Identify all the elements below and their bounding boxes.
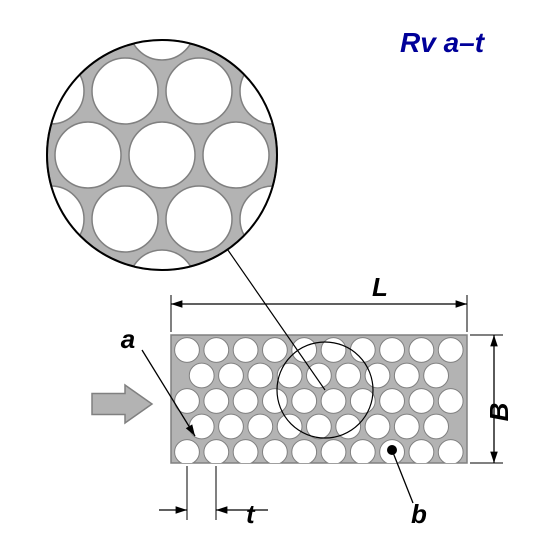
hole-enlarged bbox=[55, 250, 121, 316]
hole bbox=[321, 338, 346, 363]
hole-enlarged bbox=[240, 58, 306, 124]
hole bbox=[204, 389, 229, 414]
hole bbox=[424, 363, 449, 388]
hole-enlarged bbox=[129, 0, 195, 60]
hole-enlarged bbox=[166, 186, 232, 252]
hole bbox=[307, 363, 332, 388]
hole bbox=[248, 414, 273, 439]
magnifier bbox=[18, 0, 306, 316]
hole bbox=[189, 414, 214, 439]
hole-enlarged bbox=[240, 186, 306, 252]
hole bbox=[248, 363, 273, 388]
hole bbox=[204, 338, 229, 363]
hole bbox=[219, 363, 244, 388]
hole bbox=[409, 338, 434, 363]
hole bbox=[263, 389, 288, 414]
hole bbox=[233, 338, 258, 363]
diagram-canvas: L Bt a b bbox=[0, 0, 550, 550]
hole-enlarged bbox=[55, 122, 121, 188]
hole bbox=[409, 389, 434, 414]
hole bbox=[336, 363, 361, 388]
dim-label: t bbox=[246, 499, 256, 529]
dim-label: a bbox=[121, 324, 135, 354]
hole-enlarged bbox=[18, 58, 84, 124]
hole-enlarged bbox=[129, 122, 195, 188]
hole bbox=[204, 440, 229, 465]
hole bbox=[409, 440, 434, 465]
hole bbox=[321, 389, 346, 414]
hole bbox=[175, 440, 200, 465]
hole-enlarged bbox=[129, 250, 195, 316]
hole bbox=[394, 363, 419, 388]
hole bbox=[292, 440, 317, 465]
hole bbox=[292, 338, 317, 363]
hole bbox=[233, 440, 258, 465]
hole bbox=[321, 440, 346, 465]
hole bbox=[277, 363, 302, 388]
hole bbox=[380, 389, 405, 414]
perforated-sheet bbox=[171, 335, 467, 464]
hole bbox=[438, 389, 463, 414]
hole bbox=[438, 440, 463, 465]
hole bbox=[189, 363, 214, 388]
hole-enlarged bbox=[92, 58, 158, 124]
hole bbox=[233, 389, 258, 414]
hole bbox=[263, 440, 288, 465]
hole bbox=[350, 338, 375, 363]
hole bbox=[365, 414, 390, 439]
hole bbox=[175, 338, 200, 363]
dim-b-dot bbox=[387, 445, 397, 455]
hole-enlarged bbox=[203, 250, 269, 316]
hole bbox=[438, 338, 463, 363]
hole bbox=[394, 414, 419, 439]
hole bbox=[292, 389, 317, 414]
hole bbox=[380, 338, 405, 363]
hole-enlarged bbox=[18, 186, 84, 252]
dim-label: B bbox=[484, 403, 514, 422]
hole-enlarged bbox=[92, 186, 158, 252]
dim-label: L bbox=[372, 272, 388, 302]
hole bbox=[350, 440, 375, 465]
hole bbox=[365, 363, 390, 388]
dim-label: b bbox=[411, 499, 427, 529]
spec-code-title: Rv a–t bbox=[400, 27, 484, 59]
direction-arrow bbox=[92, 385, 152, 423]
hole bbox=[263, 338, 288, 363]
hole bbox=[277, 414, 302, 439]
hole-enlarged bbox=[166, 58, 232, 124]
hole bbox=[219, 414, 244, 439]
hole bbox=[424, 414, 449, 439]
hole-enlarged bbox=[203, 122, 269, 188]
